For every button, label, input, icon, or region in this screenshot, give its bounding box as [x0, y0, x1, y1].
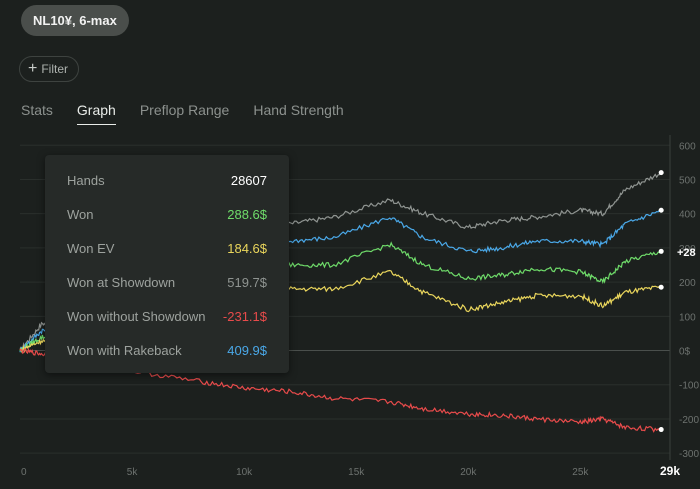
tooltip-row-won: Won 288.6$ [67, 204, 267, 224]
tooltip-label: Won with Rakeback [67, 342, 182, 358]
filter-button[interactable]: + Filter [19, 56, 80, 82]
series-end-dot [658, 284, 664, 290]
x-end-label: 29k [660, 464, 680, 478]
x-tick-label: 15k [348, 467, 365, 478]
tooltip-value: 409.9$ [227, 342, 267, 358]
x-axis: 0 5k 10k 15k 20k 25k 29k [21, 464, 680, 478]
tooltip-value: 519.7$ [227, 274, 267, 290]
y-tick-label: 300 [679, 244, 696, 255]
y-tick-label: 400 [679, 210, 696, 221]
y-tick-label: -100 [679, 381, 699, 392]
game-filter-chip[interactable]: NL10¥, 6-max [21, 5, 129, 36]
tooltip-row-won-rakeback: Won with Rakeback 409.9$ [67, 340, 267, 360]
x-tick-label: 5k [127, 467, 139, 478]
y-tick-label: 500 [679, 175, 696, 186]
plus-icon: + [28, 60, 38, 77]
y-tick-label: 100 [679, 312, 696, 323]
tab-hand-strength[interactable]: Hand Strength [253, 102, 344, 118]
tooltip-label: Won at Showdown [67, 274, 176, 290]
y-axis: 600 500 400 300 200 100 0$ -100 -200 -300 +28 [669, 135, 699, 460]
tooltip-label: Won without Showdown [67, 308, 206, 324]
x-tick-label: 0 [21, 467, 27, 478]
y-tick-label: 0$ [679, 347, 691, 358]
y-tick-label: 200 [679, 278, 696, 289]
y-tick-label: 600 [679, 141, 696, 152]
tab-bar: Stats Graph Preflop Range Hand Strength [21, 102, 344, 125]
tab-stats[interactable]: Stats [21, 102, 53, 118]
current-value-label: +28 [677, 247, 696, 259]
tooltip-row-hands: Hands 28607 [67, 170, 267, 190]
series-end-dot [658, 248, 664, 254]
tooltip-value: 184.6$ [227, 240, 267, 256]
series-end-dot [658, 427, 664, 433]
tooltip-row-won-without-showdown: Won without Showdown -231.1$ [67, 306, 267, 326]
x-tick-label: 25k [572, 467, 589, 478]
tooltip-value: 288.6$ [227, 206, 267, 222]
x-tick-label: 10k [236, 467, 253, 478]
tab-preflop-range[interactable]: Preflop Range [139, 102, 230, 118]
tooltip-label: Hands [67, 172, 105, 188]
tooltip-label: Won [67, 206, 94, 222]
tab-graph[interactable]: Graph [76, 102, 116, 125]
tooltip-row-won-showdown: Won at Showdown 519.7$ [67, 272, 267, 292]
tooltip-row-won-ev: Won EV 184.6$ [67, 238, 267, 258]
y-tick-label: -200 [679, 415, 699, 426]
series-end-dot [658, 170, 664, 176]
tooltip-value: -231.1$ [222, 308, 267, 324]
x-tick-label: 20k [460, 467, 477, 478]
tooltip-value: 28607 [230, 172, 267, 188]
filter-button-label: Filter [41, 62, 69, 76]
hover-tooltip: Hands 28607 Won 288.6$ Won EV 184.6$ Won… [45, 155, 289, 373]
y-tick-label: -300 [679, 449, 699, 460]
game-filter-chip-label: NL10¥, 6-max [33, 13, 117, 28]
tooltip-label: Won EV [67, 240, 115, 256]
series-end-dot [658, 207, 664, 213]
